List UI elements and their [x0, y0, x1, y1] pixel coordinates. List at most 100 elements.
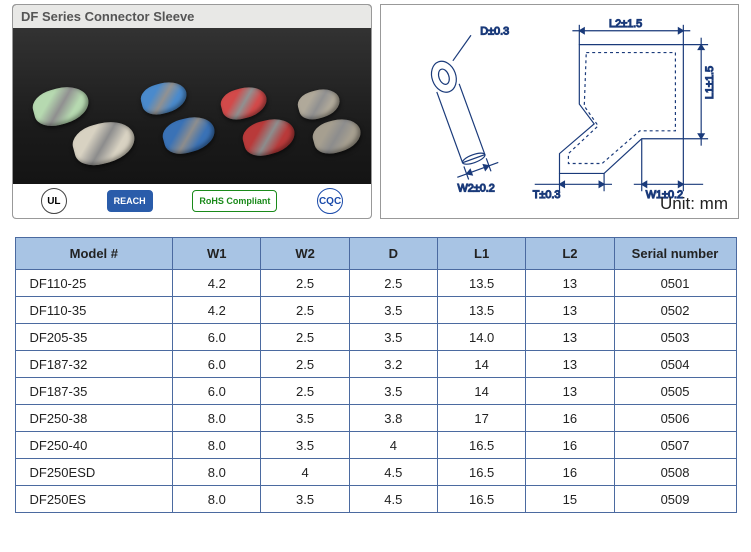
col-l1: L1: [437, 238, 525, 270]
cell-dim: 8.0: [173, 486, 261, 513]
table-row: DF205-356.02.53.514.0130503: [15, 324, 736, 351]
certification-strip: UL REACH RoHS Compliant CQC: [13, 184, 371, 218]
cell-dim: 13: [526, 378, 614, 405]
cell-model: DF187-35: [15, 378, 173, 405]
cell-dim: 4.5: [349, 459, 437, 486]
cell-model: DF250ESD: [15, 459, 173, 486]
cell-dim: 3.5: [261, 405, 349, 432]
cqc-badge-icon: CQC: [317, 188, 343, 214]
cell-dim: 4.2: [173, 297, 261, 324]
table-row: DF187-326.02.53.214130504: [15, 351, 736, 378]
table-row: DF250-408.03.5416.5160507: [15, 432, 736, 459]
product-photo-panel: DF Series Connector Sleeve UL REACH RoHS…: [12, 4, 372, 219]
cell-dim: 14.0: [437, 324, 525, 351]
col-serial: Serial number: [614, 238, 736, 270]
cell-serial: 0502: [614, 297, 736, 324]
cell-dim: 14: [437, 378, 525, 405]
cell-serial: 0507: [614, 432, 736, 459]
cell-dim: 2.5: [261, 270, 349, 297]
table-row: DF187-356.02.53.514130505: [15, 378, 736, 405]
spec-table: Model # W1 W2 D L1 L2 Serial number DF11…: [15, 237, 737, 513]
cell-dim: 2.5: [261, 378, 349, 405]
cell-dim: 4: [349, 432, 437, 459]
cell-dim: 13: [526, 297, 614, 324]
cell-dim: 8.0: [173, 405, 261, 432]
connector-icon: [239, 114, 298, 160]
table-row: DF250-388.03.53.817160506: [15, 405, 736, 432]
cell-dim: 4.2: [173, 270, 261, 297]
cell-dim: 13: [526, 351, 614, 378]
cell-dim: 3.5: [261, 432, 349, 459]
connector-icon: [295, 85, 343, 123]
cell-dim: 3.5: [349, 378, 437, 405]
table-row: DF110-254.22.52.513.5130501: [15, 270, 736, 297]
cell-dim: 3.5: [349, 297, 437, 324]
dimension-diagram-svg: D±0.3 W2±0.2 L2±1.5: [381, 5, 738, 218]
cell-dim: 3.5: [261, 486, 349, 513]
dim-l2-label: L2±1.5: [609, 18, 642, 30]
col-l2: L2: [526, 238, 614, 270]
product-title: DF Series Connector Sleeve: [13, 5, 371, 28]
connector-icon: [159, 112, 218, 158]
cell-serial: 0504: [614, 351, 736, 378]
dim-d-label: D±0.3: [480, 26, 509, 38]
cell-serial: 0509: [614, 486, 736, 513]
cell-model: DF110-35: [15, 297, 173, 324]
cell-dim: 4.5: [349, 486, 437, 513]
dim-t-label: T±0.3: [533, 189, 561, 201]
cell-dim: 16: [526, 459, 614, 486]
cell-dim: 2.5: [261, 351, 349, 378]
connector-icon: [29, 81, 92, 130]
col-w1: W1: [173, 238, 261, 270]
spec-table-body: DF110-254.22.52.513.5130501DF110-354.22.…: [15, 270, 736, 513]
cell-model: DF110-25: [15, 270, 173, 297]
col-d: D: [349, 238, 437, 270]
dim-l1-label: L1±1.5: [704, 66, 716, 99]
cell-dim: 8.0: [173, 432, 261, 459]
table-row: DF110-354.22.53.513.5130502: [15, 297, 736, 324]
cell-dim: 8.0: [173, 459, 261, 486]
product-photo-body: [13, 28, 371, 183]
cell-dim: 15: [526, 486, 614, 513]
cell-dim: 17: [437, 405, 525, 432]
reach-badge-icon: REACH: [107, 190, 153, 212]
cell-dim: 2.5: [349, 270, 437, 297]
cell-model: DF250-38: [15, 405, 173, 432]
dim-w2-label: W2±0.2: [457, 182, 494, 194]
table-row: DF250ES8.03.54.516.5150509: [15, 486, 736, 513]
ul-badge-icon: UL: [41, 188, 67, 214]
cell-dim: 3.8: [349, 405, 437, 432]
cell-model: DF205-35: [15, 324, 173, 351]
cell-dim: 16.5: [437, 459, 525, 486]
connector-icon: [138, 78, 190, 119]
cell-dim: 6.0: [173, 324, 261, 351]
connector-icon: [310, 114, 365, 157]
dimension-diagram-panel: D±0.3 W2±0.2 L2±1.5: [380, 4, 739, 219]
cell-dim: 2.5: [261, 324, 349, 351]
cell-serial: 0506: [614, 405, 736, 432]
cell-model: DF250-40: [15, 432, 173, 459]
connector-icon: [69, 116, 139, 171]
cell-dim: 16: [526, 405, 614, 432]
cell-dim: 16.5: [437, 486, 525, 513]
table-row: DF250ESD8.044.516.5160508: [15, 459, 736, 486]
table-header-row: Model # W1 W2 D L1 L2 Serial number: [15, 238, 736, 270]
col-model: Model #: [15, 238, 173, 270]
cell-serial: 0501: [614, 270, 736, 297]
top-row: DF Series Connector Sleeve UL REACH RoHS…: [12, 4, 739, 219]
cell-model: DF187-32: [15, 351, 173, 378]
cell-dim: 3.5: [349, 324, 437, 351]
cell-dim: 3.2: [349, 351, 437, 378]
cell-dim: 14: [437, 351, 525, 378]
cell-dim: 6.0: [173, 351, 261, 378]
cell-dim: 16: [526, 432, 614, 459]
connector-icon: [218, 83, 270, 124]
cell-model: DF250ES: [15, 486, 173, 513]
cell-dim: 2.5: [261, 297, 349, 324]
unit-label: Unit: mm: [660, 194, 728, 214]
rohs-badge-icon: RoHS Compliant: [192, 190, 277, 212]
cell-dim: 16.5: [437, 432, 525, 459]
cell-serial: 0505: [614, 378, 736, 405]
cell-dim: 13: [526, 324, 614, 351]
cell-dim: 13: [526, 270, 614, 297]
